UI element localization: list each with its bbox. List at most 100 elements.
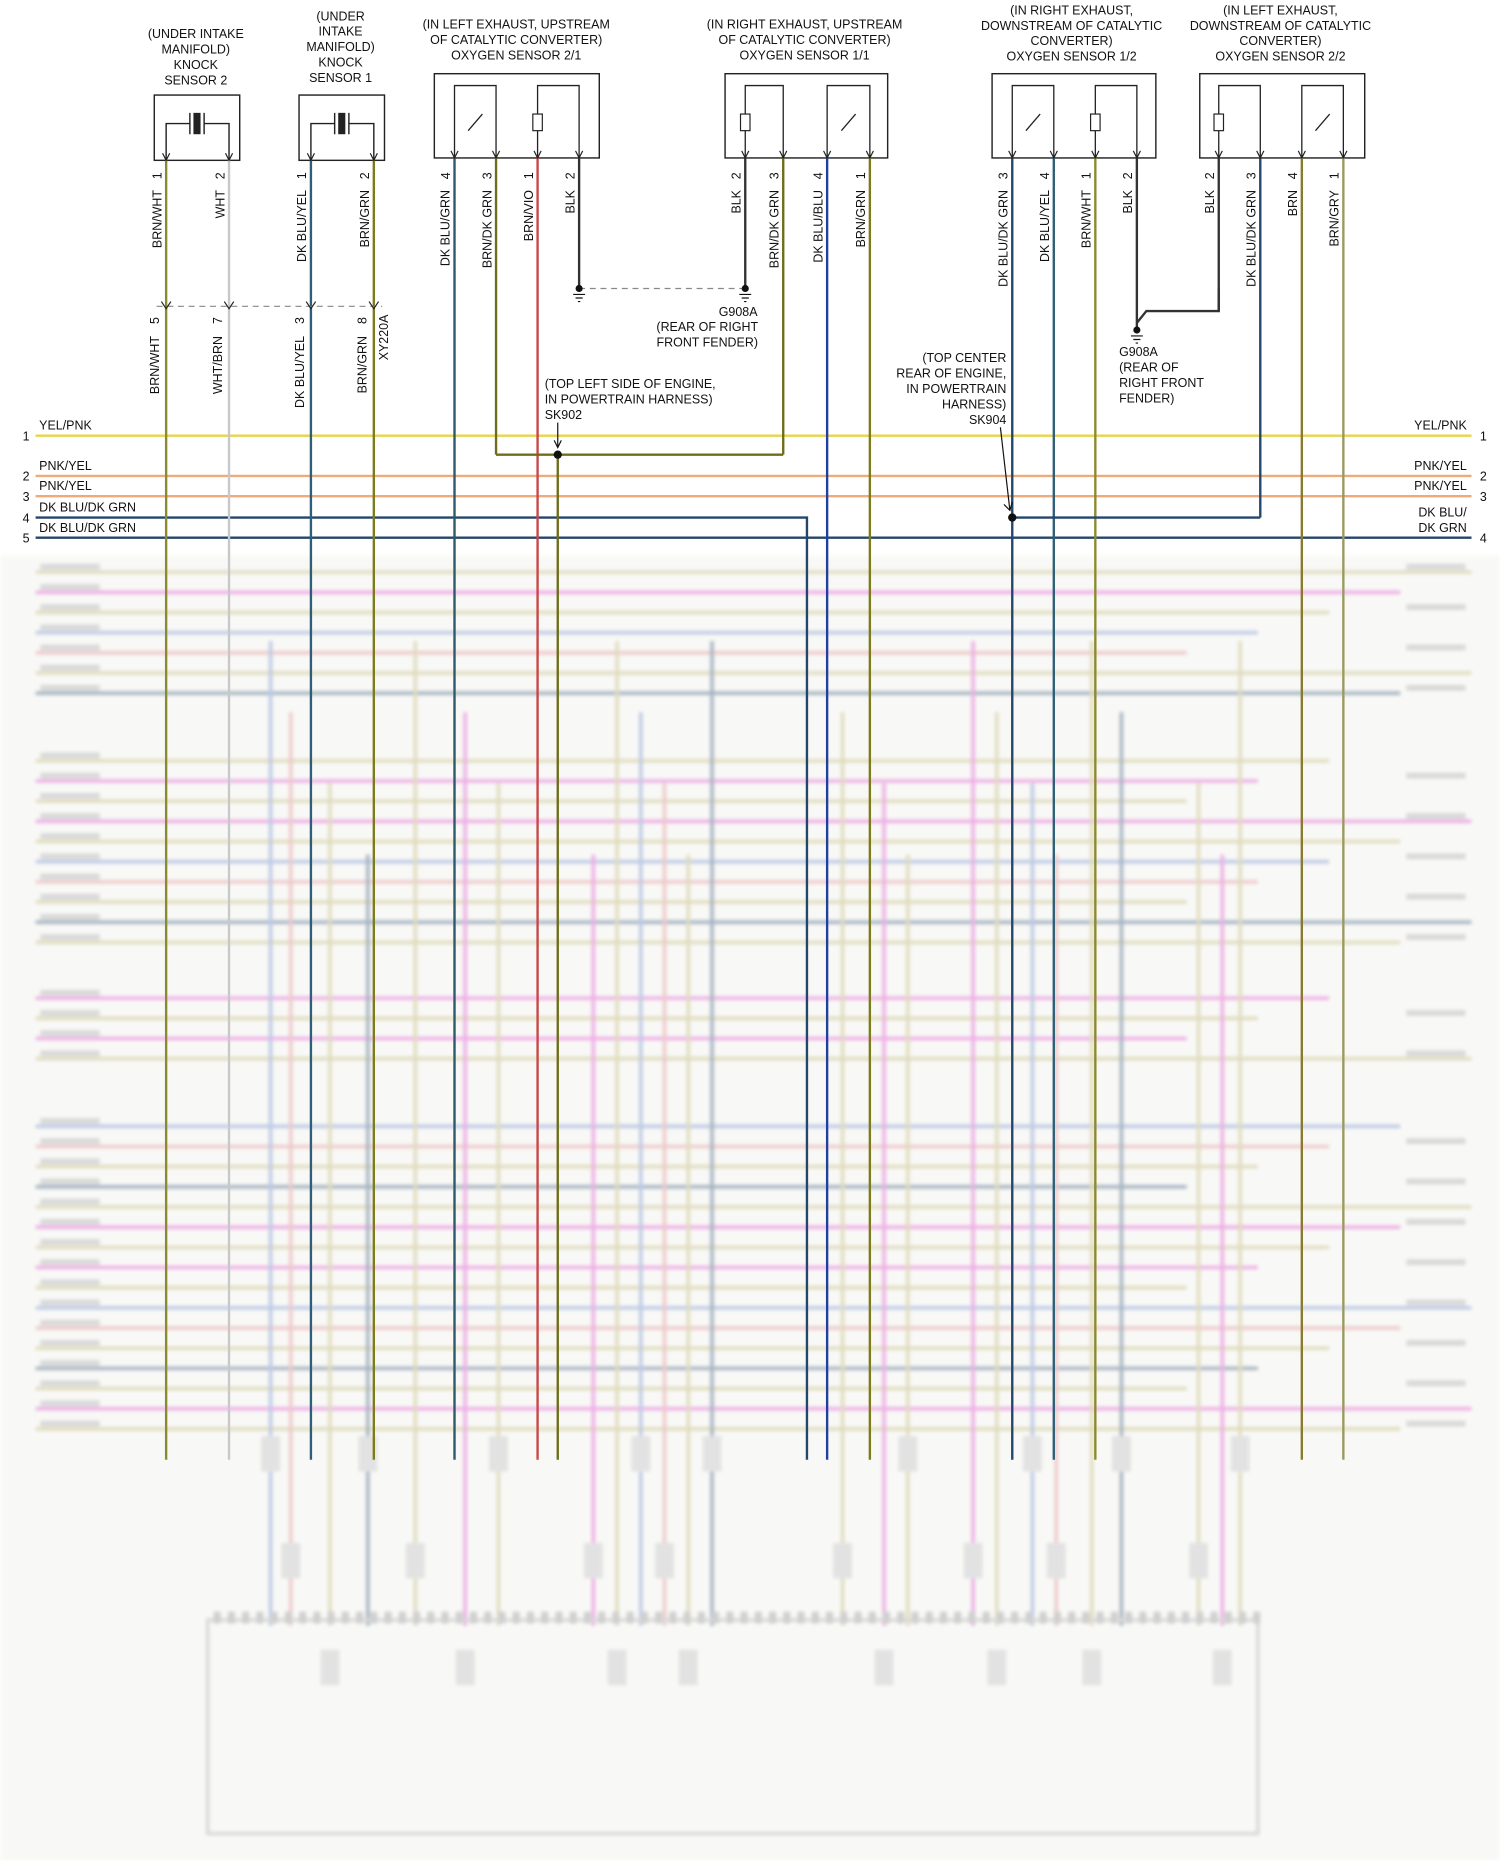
blur-conn (261, 1436, 281, 1472)
blur-tag (40, 684, 100, 691)
bus-left-num: 5 (23, 531, 30, 545)
heater-symbol (532, 113, 543, 132)
blur-tag (1406, 1380, 1466, 1387)
blur-pin (213, 1611, 221, 1624)
component-label: SENSOR 2 (164, 73, 227, 87)
blur-tag (40, 893, 100, 900)
blur-conn (898, 1436, 918, 1472)
ground-dot (575, 284, 583, 293)
component-box (298, 94, 386, 162)
blur-pin (1096, 1611, 1104, 1624)
splice-label: SK902 (545, 408, 582, 422)
component-label: CONVERTER) (1031, 34, 1113, 48)
bus-right-num: 3 (1480, 490, 1487, 504)
blur-pin (327, 1611, 335, 1624)
component-label: INTAKE (319, 25, 363, 39)
blur-pin (1153, 1611, 1161, 1624)
pin-number: 1 (522, 172, 536, 179)
wire-label: BLK (1121, 189, 1135, 213)
blur-pin (768, 1611, 777, 1624)
blur-conn (631, 1436, 651, 1472)
blur-pin (526, 1611, 535, 1624)
blur-pin (840, 1611, 848, 1624)
blur-tag (40, 772, 100, 779)
pin-number: 3 (480, 172, 494, 179)
blur-tag (40, 664, 100, 671)
component-label: OXYGEN SENSOR 1/1 (740, 48, 870, 62)
wire-label: BRN (1286, 190, 1300, 216)
blur-tag (40, 913, 100, 920)
pin-number: 4 (811, 172, 825, 179)
blur-tag (40, 1030, 100, 1037)
connector-wire-label: BRN/GRN (356, 336, 370, 393)
component-label: KNOCK (318, 56, 363, 70)
blur-tag (40, 1158, 100, 1165)
wire-label: BLK (563, 189, 577, 213)
wire-label: BRN/DK GRN (767, 190, 781, 268)
splice-arrow (553, 422, 562, 449)
blur-pin (313, 1611, 321, 1624)
component-label: OXYGEN SENSOR 1/2 (1007, 50, 1137, 64)
blur-pin (911, 1611, 919, 1624)
splice-label: HARNESS) (942, 397, 1006, 411)
wire-label: DK BLU/YEL (295, 190, 309, 262)
blur-tag (40, 644, 100, 651)
component-label: (IN LEFT EXHAUST, UPSTREAM (423, 18, 610, 32)
blur-tag (40, 1218, 100, 1225)
ground-label: (REAR OF RIGHT (656, 320, 758, 334)
blur-pin (441, 1611, 449, 1624)
blur-tag (40, 989, 100, 996)
blur-conn (1212, 1649, 1232, 1686)
blur-tag (40, 1259, 100, 1266)
pin-number: 2 (213, 172, 227, 179)
wire-label: BRN/WHT (150, 190, 164, 248)
splice-label: (TOP CENTER (922, 351, 1006, 365)
blur-tag (1406, 604, 1466, 611)
pin-arrow (450, 150, 459, 160)
blur-pin (640, 1611, 648, 1624)
blur-tag (40, 934, 100, 940)
blur-tag (1406, 1259, 1466, 1266)
ground-label: (REAR OF (1119, 361, 1179, 375)
blur-tag (1406, 1138, 1466, 1145)
blur-tag (40, 604, 100, 611)
wire-label: BRN/WHT (1080, 190, 1094, 248)
blur-pin (854, 1611, 862, 1624)
upper-section: 1 YEL/PNK YEL/PNK 1 2 PNK/YEL PNK/YEL 2 3 PNK/YEL… (23, 3, 1487, 1460)
sensor-element (453, 84, 497, 158)
bus-right-num: 2 (1480, 470, 1487, 484)
bus-right-label: PNK/YEL (1414, 479, 1467, 493)
blur-conn (607, 1649, 627, 1686)
blur-pin (697, 1611, 705, 1624)
pin-number: 2 (563, 172, 577, 179)
blur-tag (40, 813, 100, 819)
splice-arrow (999, 427, 1013, 512)
bus-right-num: 4 (1480, 531, 1487, 545)
blur-tag (40, 1118, 100, 1124)
blur-conn (655, 1542, 675, 1579)
blur-pin (797, 1611, 805, 1624)
blur-conn (405, 1542, 425, 1579)
blur-pin (996, 1611, 1004, 1624)
wire-label: BLK (730, 189, 744, 213)
blur-tag (1406, 1010, 1466, 1016)
connector-wire-label: WHT/BRN (211, 336, 225, 394)
blur-pin (398, 1611, 406, 1624)
knock-crystal (338, 112, 346, 135)
bus-left-num: 1 (23, 429, 30, 443)
wire-label: DK BLU/BLU (811, 190, 825, 263)
component-label: (IN RIGHT EXHAUST, UPSTREAM (707, 18, 903, 32)
blur-conn (1230, 1436, 1250, 1472)
component-label: (IN LEFT EXHAUST, (1223, 3, 1338, 17)
pin-number: 2 (1121, 172, 1135, 179)
component-label: OXYGEN SENSOR 2/1 (451, 48, 581, 62)
connector-pin-number: 7 (211, 317, 225, 324)
blur-pin (754, 1611, 762, 1624)
heater-symbol (739, 113, 751, 132)
blur-conn (874, 1649, 894, 1686)
pin-number: 3 (767, 172, 781, 179)
blur-pin (882, 1611, 891, 1624)
ground-dot (741, 284, 749, 293)
